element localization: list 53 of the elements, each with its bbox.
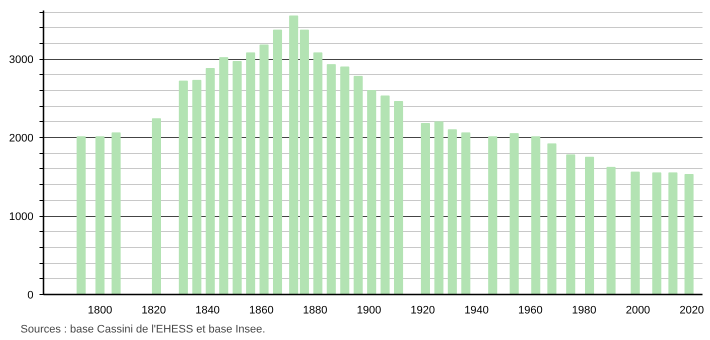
bar	[510, 133, 519, 294]
bar	[76, 136, 86, 294]
x-tick-label: 1820	[142, 304, 166, 316]
bar	[606, 166, 616, 294]
bar	[461, 132, 470, 294]
bar	[566, 154, 576, 294]
bar	[300, 30, 309, 294]
bar	[313, 52, 322, 294]
bar	[246, 52, 256, 294]
x-tick-label: 1840	[195, 304, 220, 316]
bar	[630, 172, 640, 294]
bar	[272, 30, 282, 294]
bar	[684, 174, 694, 294]
source-note: Sources : base Cassini de l'EHESS et base Insee.	[20, 324, 266, 336]
bar	[668, 172, 678, 294]
bar	[448, 129, 457, 294]
bar	[340, 66, 350, 294]
bar	[289, 15, 298, 294]
x-tick-label: 1920	[410, 304, 436, 316]
bar	[547, 143, 556, 294]
bar	[584, 156, 594, 294]
y-tick-label: 2000	[9, 132, 34, 145]
x-tick-label: 2000	[626, 304, 650, 316]
bar	[152, 118, 162, 294]
y-tick-label: 3000	[9, 54, 34, 66]
x-tick-label: 2020	[680, 304, 704, 316]
x-tick-label: 1800	[88, 304, 112, 316]
bar	[531, 136, 540, 294]
bar	[326, 64, 336, 294]
bar	[354, 76, 363, 294]
x-tick-label: 1960	[518, 304, 543, 316]
bar	[420, 122, 430, 294]
bar	[232, 60, 242, 294]
bar	[178, 80, 188, 294]
x-tick-label: 1880	[302, 304, 328, 316]
y-tick-label: 0	[27, 290, 34, 302]
x-tick-label: 1940	[464, 304, 489, 316]
bar	[380, 96, 390, 294]
bar	[367, 90, 376, 294]
bar	[652, 172, 662, 294]
x-tick-label: 1900	[356, 304, 382, 316]
bar	[260, 44, 269, 294]
bar	[95, 136, 105, 294]
y-tick-label: 1000	[9, 211, 34, 224]
bar	[219, 57, 228, 294]
bar	[488, 136, 498, 294]
bar	[434, 121, 444, 294]
bar	[192, 80, 202, 294]
bar	[206, 68, 215, 294]
x-tick-label: 1980	[572, 304, 596, 316]
x-tick-label: 1860	[249, 304, 274, 316]
bar	[112, 132, 121, 294]
bar	[394, 101, 404, 294]
